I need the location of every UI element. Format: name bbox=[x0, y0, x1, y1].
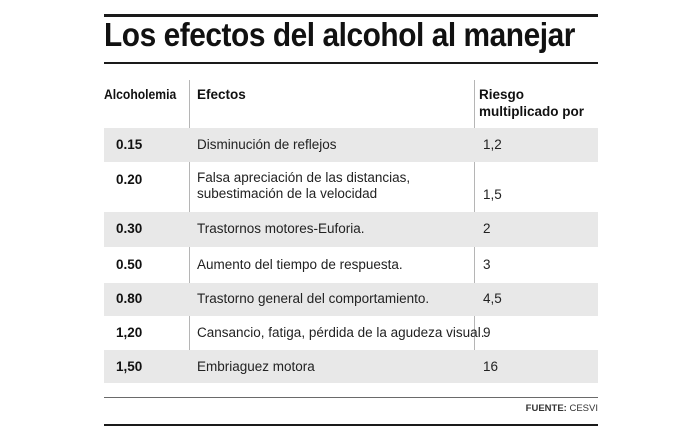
alcoholemia-cell: 0.80 bbox=[116, 291, 143, 306]
header-riesgo-line1: Riesgo bbox=[479, 87, 525, 102]
title-rule bbox=[104, 62, 598, 64]
efectos-line: Disminución de reflejos bbox=[197, 137, 337, 152]
table-row: 0.20 Falsa apreciación de las distancias,… bbox=[104, 162, 598, 212]
source-label: FUENTE: bbox=[525, 403, 567, 414]
efectos-cell: Disminución de reflejos bbox=[197, 137, 337, 153]
top-rule bbox=[104, 14, 598, 17]
infographic-card: Los efectos del alcohol al manejar Alcoh… bbox=[104, 0, 598, 432]
riesgo-cell: 1,5 bbox=[483, 187, 502, 202]
table-row: 0.30 Trastornos motores-Euforia. 2 bbox=[104, 212, 598, 247]
efectos-cell: Trastornos motores-Euforia. bbox=[197, 221, 365, 237]
page-title: Los efectos del alcohol al manejar bbox=[104, 16, 575, 53]
alcoholemia-cell: 0.20 bbox=[116, 172, 143, 187]
table-row: 0.80 Trastorno general del comportamiento… bbox=[104, 283, 598, 316]
bottom-rule-thick bbox=[104, 424, 598, 426]
source-value: CESVI bbox=[569, 403, 598, 414]
efectos-line: Aumento del tiempo de respuesta. bbox=[197, 257, 403, 272]
table-row: 1,50 Embriaguez motora 16 bbox=[104, 350, 598, 383]
alcoholemia-cell: 1,50 bbox=[116, 359, 143, 374]
efectos-line: Embriaguez motora bbox=[197, 359, 315, 374]
efectos-line: Falsa apreciación de las distancias, bbox=[197, 170, 411, 185]
header-alcoholemia: Alcoholemia bbox=[104, 87, 177, 102]
header-riesgo-line2: multiplicado por bbox=[479, 104, 585, 119]
table-row: 1,20 Cansancio, fatiga, pérdida de la agu… bbox=[104, 316, 598, 350]
source-credit: FUENTE: CESVI bbox=[526, 403, 598, 414]
riesgo-cell: 1,2 bbox=[483, 137, 502, 152]
efectos-cell: Aumento del tiempo de respuesta. bbox=[197, 257, 403, 273]
alcoholemia-cell: 0.15 bbox=[116, 137, 143, 152]
efectos-line: Cansancio, fatiga, pérdida de la agudeza… bbox=[197, 325, 485, 340]
efectos-line: Trastorno general del comportamiento. bbox=[197, 291, 430, 306]
header-riesgo: Riesgo multiplicado por bbox=[479, 86, 584, 120]
header-efectos: Efectos bbox=[197, 87, 246, 102]
efectos-cell: Trastorno general del comportamiento. bbox=[197, 291, 429, 307]
alcoholemia-cell: 0.30 bbox=[116, 221, 143, 236]
riesgo-cell: 2 bbox=[483, 221, 491, 236]
bottom-rule bbox=[104, 397, 598, 398]
table-row: 0.15 Disminución de reflejos 1,2 bbox=[104, 128, 598, 162]
efectos-cell: Falsa apreciación de las distancias, sube… bbox=[197, 170, 410, 202]
riesgo-cell: 9 bbox=[483, 325, 491, 340]
riesgo-cell: 16 bbox=[483, 359, 499, 374]
alcoholemia-cell: 1,20 bbox=[116, 325, 143, 340]
table-row: 0.50 Aumento del tiempo de respuesta. 3 bbox=[104, 247, 598, 283]
alcoholemia-cell: 0.50 bbox=[116, 257, 143, 272]
efectos-line: subestimación de la velocidad bbox=[197, 186, 378, 201]
riesgo-cell: 4,5 bbox=[483, 291, 502, 306]
efectos-line: Trastornos motores-Euforia. bbox=[197, 221, 365, 236]
efectos-cell: Embriaguez motora bbox=[197, 359, 315, 375]
efectos-cell: Cansancio, fatiga, pérdida de la agudeza… bbox=[197, 325, 484, 341]
riesgo-cell: 3 bbox=[483, 257, 491, 272]
